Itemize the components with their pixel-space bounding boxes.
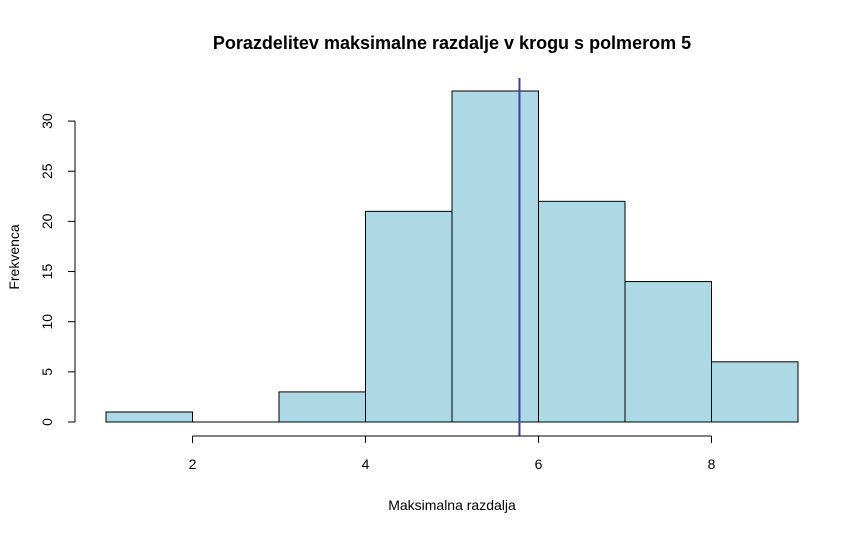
y-axis-label: Frekvenca: [6, 224, 22, 290]
y-tick-label-5: 5: [39, 368, 55, 376]
x-axis-label: Maksimalna razdalja: [388, 497, 516, 513]
x-tick-label-6: 6: [535, 456, 543, 472]
x-tick-label-8: 8: [708, 456, 716, 472]
x-tick-label-2: 2: [189, 456, 197, 472]
histogram-bar-1: [105, 411, 193, 423]
y-tick-label-15: 15: [39, 264, 55, 280]
histogram-bar-7: [624, 281, 712, 423]
y-tick-label-25: 25: [39, 163, 55, 179]
y-axis: 0 5 10 15 20 25 30: [39, 113, 76, 426]
y-tick-label-10: 10: [39, 314, 55, 330]
bars-group: [105, 90, 799, 423]
chart-title: Porazdelitev maksimalne razdalje v krogu…: [213, 33, 691, 53]
y-tick-label-0: 0: [39, 418, 55, 426]
histogram-bar-6: [538, 200, 626, 423]
x-axis: 2 4 6 8: [189, 435, 716, 472]
y-tick-label-20: 20: [39, 213, 55, 229]
histogram-bar-3: [278, 391, 366, 423]
histogram-bar-8: [711, 361, 799, 423]
x-tick-label-4: 4: [362, 456, 370, 472]
histogram-bar-5: [451, 90, 539, 423]
y-tick-label-30: 30: [39, 113, 55, 129]
histogram-bar-4: [365, 210, 453, 423]
